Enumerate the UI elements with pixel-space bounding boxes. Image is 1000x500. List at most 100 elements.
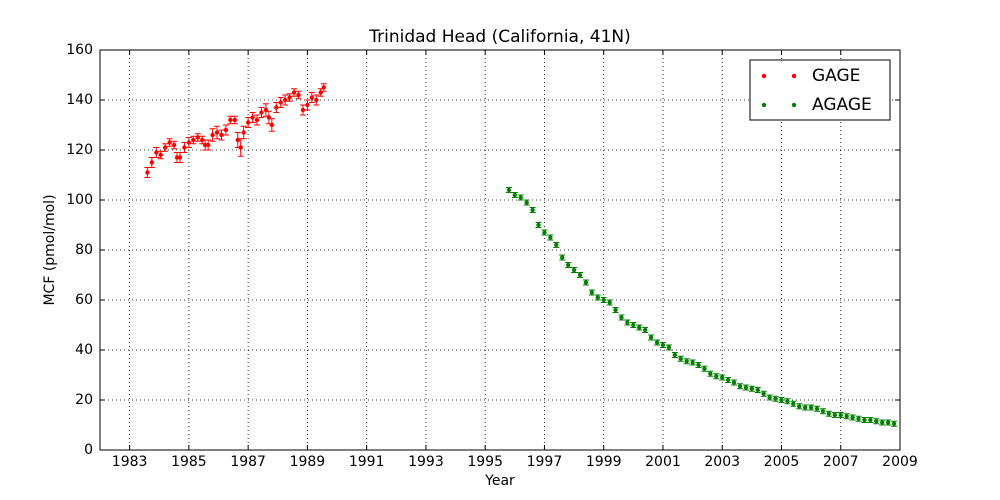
chart-title: Trinidad Head (California, 41N) bbox=[368, 27, 631, 47]
data-point bbox=[862, 417, 867, 423]
data-point bbox=[714, 374, 719, 379]
data-point bbox=[542, 230, 547, 235]
data-point bbox=[785, 399, 790, 404]
data-point bbox=[595, 295, 600, 300]
data-point bbox=[195, 135, 200, 140]
data-point bbox=[524, 200, 529, 205]
data-point bbox=[856, 416, 861, 421]
data-point bbox=[309, 95, 315, 100]
data-point bbox=[631, 322, 636, 328]
data-point bbox=[259, 110, 264, 115]
data-point bbox=[637, 325, 642, 330]
data-point bbox=[696, 362, 701, 368]
data-point bbox=[731, 380, 737, 385]
legend-box bbox=[749, 59, 891, 121]
x-tick-label: 2007 bbox=[823, 454, 859, 470]
data-point bbox=[530, 207, 535, 213]
data-point bbox=[814, 406, 820, 411]
data-point bbox=[223, 127, 229, 133]
y-axis-label: MCF (pmol/mol) bbox=[42, 194, 58, 305]
data-point bbox=[571, 267, 577, 273]
data-point bbox=[149, 160, 155, 165]
x-tick-label: 2009 bbox=[882, 454, 918, 470]
data-point bbox=[684, 359, 689, 364]
data-point bbox=[791, 401, 796, 406]
data-point bbox=[761, 391, 766, 396]
data-point bbox=[536, 222, 541, 228]
y-tick-label: 60 bbox=[75, 292, 93, 308]
x-tick-label: 1991 bbox=[349, 454, 385, 470]
data-point bbox=[554, 242, 559, 248]
y-tick-label: 120 bbox=[66, 142, 93, 158]
data-point bbox=[702, 366, 707, 371]
legend-label: GAGE bbox=[812, 66, 860, 86]
data-point bbox=[820, 409, 826, 414]
data-point bbox=[868, 417, 873, 423]
data-point bbox=[826, 411, 832, 416]
data-point bbox=[269, 122, 275, 128]
data-point bbox=[607, 300, 612, 305]
data-point bbox=[708, 371, 713, 376]
data-point bbox=[321, 85, 326, 90]
data-point bbox=[808, 405, 814, 410]
data-point bbox=[214, 130, 220, 135]
data-point bbox=[291, 90, 297, 95]
data-point bbox=[678, 356, 683, 361]
data-point bbox=[282, 97, 288, 103]
data-point bbox=[601, 297, 606, 303]
data-point bbox=[238, 145, 243, 150]
data-point bbox=[767, 395, 772, 400]
y-tick-label: 80 bbox=[75, 242, 93, 258]
x-tick-label: 1987 bbox=[230, 454, 266, 470]
data-point bbox=[314, 97, 319, 103]
data-point bbox=[648, 335, 654, 340]
data-point bbox=[512, 192, 518, 198]
data-point bbox=[300, 107, 306, 113]
legend-marker bbox=[761, 102, 767, 108]
data-point bbox=[506, 187, 512, 193]
data-point bbox=[205, 142, 211, 148]
x-tick-label: 1989 bbox=[290, 454, 326, 470]
data-point bbox=[219, 132, 224, 138]
data-point bbox=[838, 412, 843, 418]
data-point bbox=[844, 414, 849, 419]
data-point bbox=[755, 387, 760, 393]
data-point bbox=[773, 396, 778, 401]
data-point bbox=[737, 384, 743, 389]
data-point bbox=[690, 360, 695, 365]
data-point bbox=[250, 115, 255, 120]
data-point bbox=[287, 95, 292, 100]
x-tick-label: 1993 bbox=[408, 454, 444, 470]
data-point bbox=[660, 342, 666, 348]
data-point bbox=[577, 272, 583, 278]
data-point bbox=[613, 307, 618, 313]
data-point bbox=[177, 155, 183, 160]
data-point bbox=[186, 140, 192, 145]
data-point bbox=[254, 117, 260, 123]
data-point bbox=[654, 340, 660, 345]
data-point bbox=[560, 255, 565, 260]
x-tick-label: 2005 bbox=[764, 454, 800, 470]
data-point bbox=[191, 137, 196, 143]
data-point bbox=[797, 404, 802, 409]
data-point bbox=[182, 145, 187, 150]
data-point bbox=[880, 420, 885, 425]
x-tick-label: 1997 bbox=[527, 454, 563, 470]
data-point bbox=[874, 419, 879, 424]
legend-label: AGAGE bbox=[812, 95, 872, 115]
data-point bbox=[642, 327, 648, 333]
data-point bbox=[743, 385, 749, 390]
data-point bbox=[145, 170, 150, 175]
data-point bbox=[232, 117, 238, 123]
data-point bbox=[171, 142, 177, 148]
x-tick-label: 1999 bbox=[586, 454, 622, 470]
data-point bbox=[278, 100, 283, 105]
data-point bbox=[305, 102, 310, 108]
data-point bbox=[891, 421, 897, 426]
data-point bbox=[245, 120, 251, 125]
data-point bbox=[228, 117, 233, 123]
x-axis-label: Year bbox=[484, 473, 515, 489]
y-tick-label: 0 bbox=[84, 442, 93, 458]
data-point bbox=[210, 132, 215, 138]
